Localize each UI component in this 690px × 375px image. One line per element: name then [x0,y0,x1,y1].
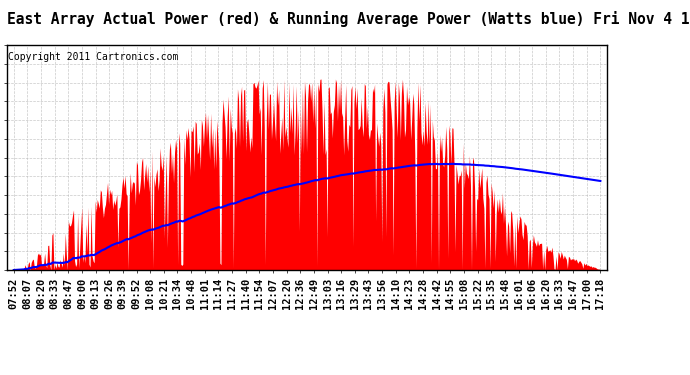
Text: Copyright 2011 Cartronics.com: Copyright 2011 Cartronics.com [8,52,179,62]
Text: East Array Actual Power (red) & Running Average Power (Watts blue) Fri Nov 4 17:: East Array Actual Power (red) & Running … [7,11,690,27]
